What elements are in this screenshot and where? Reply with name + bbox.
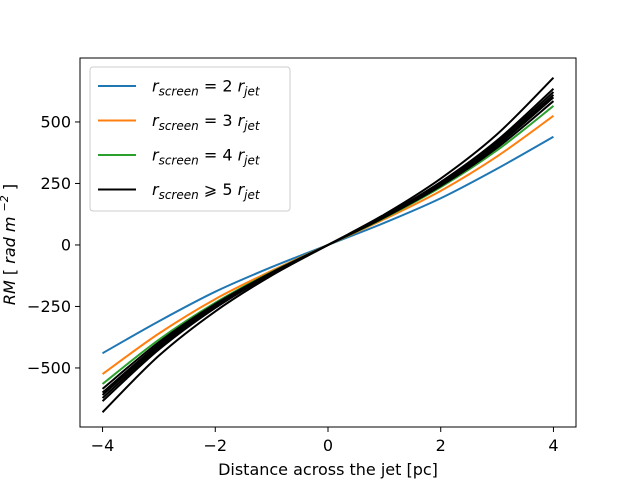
legend-label: rscreen = 4 rjet xyxy=(152,146,261,168)
y-axis-unit-exponent: −2 xyxy=(0,195,11,211)
legend-entry-2: rscreen = 3 rjet xyxy=(98,111,261,133)
legend-entry-4: rscreen ⩾ 5 rjet xyxy=(98,180,261,202)
series-layer xyxy=(101,76,555,413)
y-axis-close-bracket: ] xyxy=(0,184,19,190)
y-axis-open-bracket: [ xyxy=(0,269,19,275)
y-axis-unit: rad m xyxy=(0,217,19,264)
legend-entry-1: rscreen = 2 rjet xyxy=(98,77,261,99)
y-tick-label: 250 xyxy=(40,174,71,193)
legend-label: rscreen = 2 rjet xyxy=(152,77,261,99)
plot-area: −4 −2 0 2 4 −500 −250 0 250 500 xyxy=(27,57,577,455)
legend-entry-3: rscreen = 4 rjet xyxy=(98,146,261,168)
legend-frame xyxy=(89,66,291,212)
x-tick-label: 4 xyxy=(548,436,558,455)
y-axis-label: RM [ rad m −2 ] xyxy=(0,184,19,305)
legend: rscreen = 2 rjet rscreen = 3 rjet rscreen … xyxy=(89,66,291,212)
series-line-9 xyxy=(101,76,555,413)
y-tick-label: 500 xyxy=(40,112,71,131)
y-tick-label: −500 xyxy=(27,358,71,377)
legend-entries: rscreen = 2 rjet rscreen = 3 rjet rscreen … xyxy=(98,77,261,202)
x-axis-ticks: −4 −2 0 2 4 xyxy=(91,427,559,455)
legend-label: rscreen ⩾ 5 rjet xyxy=(152,180,261,202)
x-axis-label: Distance across the jet [pc] xyxy=(218,460,438,479)
x-tick-label: −2 xyxy=(203,436,227,455)
y-axis-ticks: −500 −250 0 250 500 xyxy=(27,112,80,377)
y-axis-symbol: RM xyxy=(0,280,19,305)
legend-label: rscreen = 3 rjet xyxy=(152,111,261,133)
x-tick-label: 2 xyxy=(436,436,446,455)
y-tick-label: 0 xyxy=(61,235,71,254)
y-tick-label: −250 xyxy=(27,297,71,316)
x-tick-label: 0 xyxy=(323,436,333,455)
x-tick-label: −4 xyxy=(91,436,115,455)
